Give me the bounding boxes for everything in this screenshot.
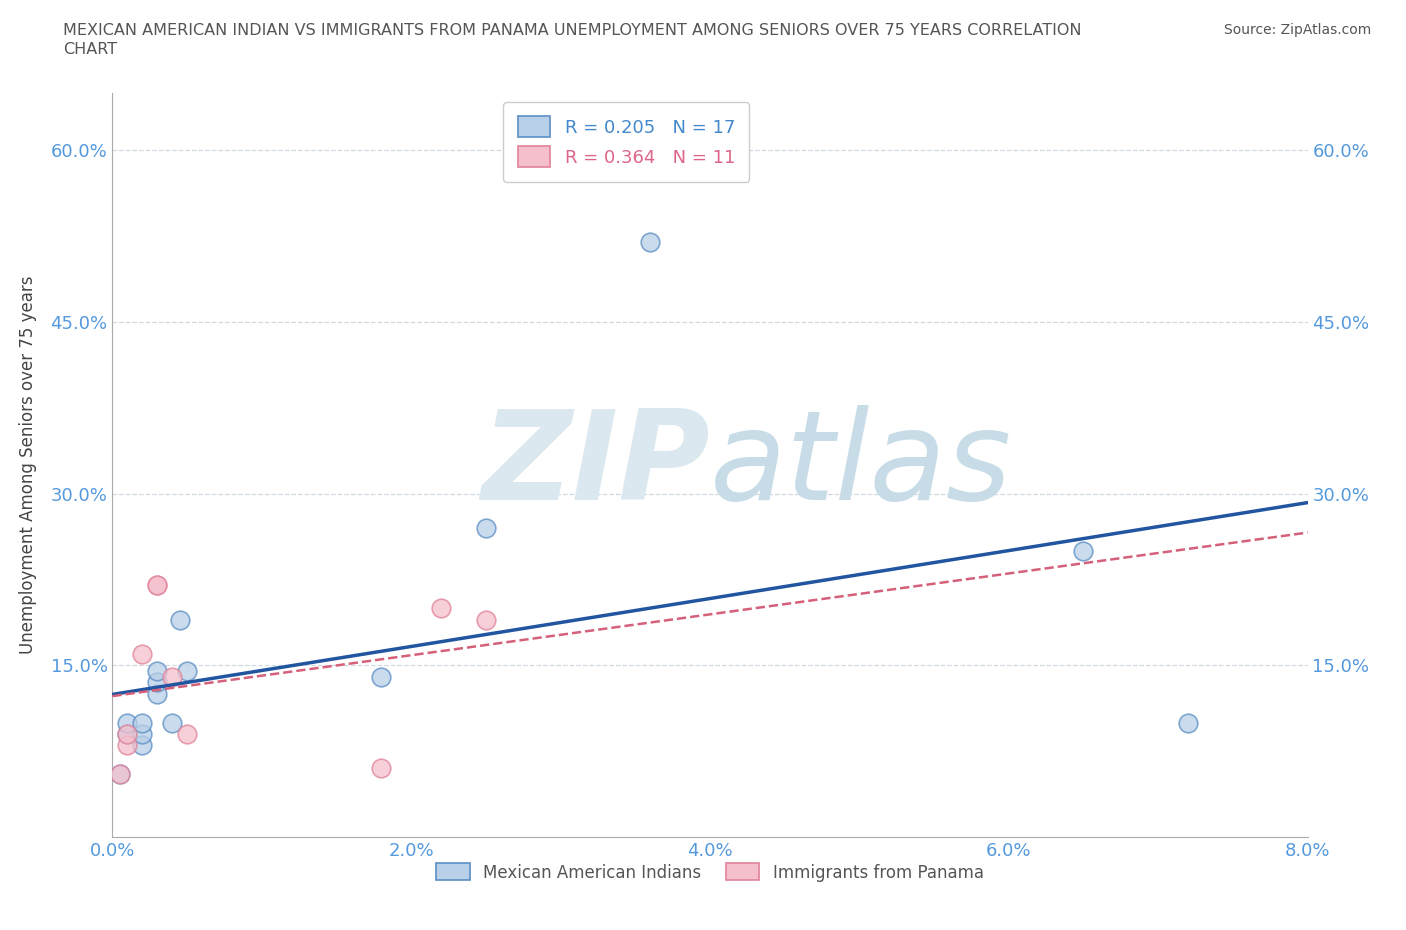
Text: ZIP: ZIP [481, 405, 710, 525]
Point [131, 715, 153, 730]
Point [108, 766, 131, 781]
Point [146, 578, 169, 592]
Point [146, 578, 169, 592]
Point [176, 726, 198, 741]
Point [146, 664, 169, 679]
Y-axis label: Unemployment Among Seniors over 75 years: Unemployment Among Seniors over 75 years [18, 276, 37, 654]
Text: MEXICAN AMERICAN INDIAN VS IMMIGRANTS FROM PANAMA UNEMPLOYMENT AMONG SENIORS OVE: MEXICAN AMERICAN INDIAN VS IMMIGRANTS FR… [63, 23, 1081, 38]
Point [430, 601, 453, 616]
Point [640, 234, 662, 249]
Point [370, 761, 392, 776]
Point [1177, 715, 1199, 730]
Text: CHART: CHART [63, 42, 117, 57]
Point [1073, 543, 1095, 558]
Point [475, 521, 498, 536]
Point [146, 686, 169, 701]
Point [117, 738, 139, 753]
Point [117, 715, 139, 730]
Point [146, 675, 169, 690]
Point [108, 766, 131, 781]
Point [475, 612, 498, 627]
Text: atlas: atlas [710, 405, 1012, 525]
Point [117, 726, 139, 741]
Point [176, 664, 198, 679]
Point [131, 646, 153, 661]
Point [162, 670, 183, 684]
Point [169, 612, 191, 627]
Point [117, 726, 139, 741]
Point [162, 715, 183, 730]
Point [131, 726, 153, 741]
Point [131, 738, 153, 753]
Text: Source: ZipAtlas.com: Source: ZipAtlas.com [1223, 23, 1371, 37]
Legend: Mexican American Indians, Immigrants from Panama: Mexican American Indians, Immigrants fro… [430, 857, 990, 888]
Point [370, 670, 392, 684]
